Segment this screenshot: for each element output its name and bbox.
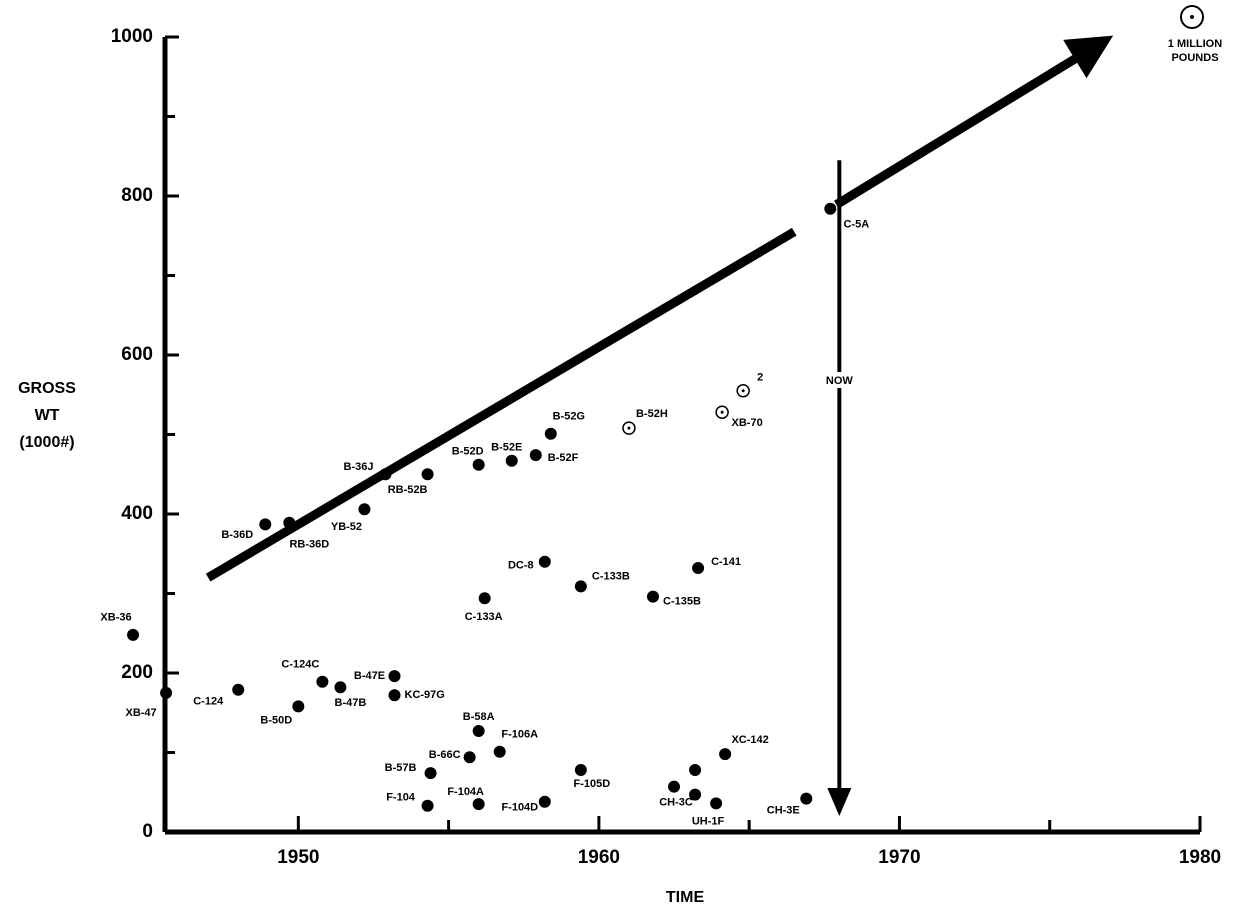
- point-label: B-50D: [260, 714, 292, 726]
- data-point: [464, 751, 476, 763]
- point-label: B-52E: [491, 442, 522, 454]
- point-label: F-104A: [447, 786, 484, 798]
- point-label: B-57B: [385, 762, 417, 774]
- trend-line: [208, 232, 794, 578]
- point-label: XB-47: [125, 707, 156, 719]
- point-label: F-104D: [501, 802, 538, 814]
- chart: TIME GROSS WT (1000#) 1 MILLION POUNDS 0…: [0, 0, 1238, 907]
- now-label: NOW: [826, 375, 854, 387]
- point-label: RB-36D: [289, 539, 329, 551]
- y-tick-label: 1000: [111, 26, 153, 47]
- point-label: XC-142: [731, 734, 768, 746]
- point-label: C-124C: [281, 659, 319, 671]
- data-point: [425, 767, 437, 779]
- data-point: [647, 591, 659, 603]
- point-label: B-66C: [429, 749, 461, 761]
- data-point-dot: [721, 411, 724, 414]
- y-tick-label: 0: [142, 821, 153, 842]
- point-label: DC-8: [508, 560, 534, 572]
- note-marker-dot: [1190, 15, 1194, 19]
- data-point: [539, 556, 551, 568]
- data-point: [358, 503, 370, 515]
- y-axis-label: WT: [35, 407, 60, 424]
- point-label: B-58A: [463, 711, 495, 723]
- data-point: [692, 562, 704, 574]
- data-point: [422, 800, 434, 812]
- data-point: [539, 796, 551, 808]
- x-tick-label: 1950: [277, 847, 319, 868]
- data-point: [127, 629, 139, 641]
- point-label: XB-36: [100, 612, 131, 624]
- note: POUNDS: [1171, 52, 1218, 64]
- x-tick-label: 1960: [578, 847, 620, 868]
- y-axis-label: GROSS: [18, 380, 76, 397]
- data-point: [334, 681, 346, 693]
- point-label: KC-97G: [405, 689, 445, 701]
- point-label: B-52G: [553, 411, 585, 423]
- data-point-dot: [742, 389, 745, 392]
- point-label: B-47B: [335, 697, 367, 709]
- point-label: C-135B: [663, 596, 701, 608]
- point-label: C-5A: [843, 219, 869, 231]
- data-point: [379, 468, 391, 480]
- data-point: [422, 468, 434, 480]
- point-label: CH-3E: [767, 805, 800, 817]
- y-tick-label: 400: [121, 503, 153, 524]
- point-label: C-141: [711, 556, 741, 568]
- data-point: [494, 746, 506, 758]
- data-point: [160, 687, 172, 699]
- data-point: [710, 797, 722, 809]
- point-label: C-133A: [465, 611, 503, 623]
- x-axis-label: TIME: [666, 889, 705, 906]
- y-axis-label: (1000#): [19, 434, 74, 451]
- point-label: C-124: [193, 696, 224, 708]
- data-point: [824, 203, 836, 215]
- data-point: [575, 580, 587, 592]
- point-label: RB-52B: [388, 484, 428, 496]
- point-label: F-104: [386, 792, 416, 804]
- point-label: B-52H: [636, 408, 668, 420]
- data-point: [259, 518, 271, 530]
- point-label: B-52D: [452, 446, 484, 458]
- point-label: YB-52: [331, 521, 362, 533]
- point-label: F-105D: [574, 778, 611, 790]
- data-point: [283, 517, 295, 529]
- data-point: [800, 793, 812, 805]
- point-label: B-36D: [221, 529, 253, 541]
- data-point: [232, 684, 244, 696]
- data-point: [545, 428, 557, 440]
- data-point: [719, 748, 731, 760]
- point-label: 2: [757, 372, 763, 384]
- point-label: XB-70: [732, 417, 763, 429]
- data-point: [506, 455, 518, 467]
- note: 1 MILLION: [1168, 38, 1222, 50]
- data-point: [689, 789, 701, 801]
- data-point: [473, 459, 485, 471]
- data-point-dot: [627, 427, 630, 430]
- data-point: [689, 764, 701, 776]
- point-label: B-36J: [344, 461, 374, 473]
- data-point: [530, 449, 542, 461]
- y-tick-label: 200: [121, 662, 153, 683]
- point-label: UH-1F: [692, 816, 725, 828]
- data-point: [575, 764, 587, 776]
- x-tick-label: 1980: [1179, 847, 1221, 868]
- y-tick-label: 600: [121, 344, 153, 365]
- data-point: [389, 670, 401, 682]
- data-point: [316, 676, 328, 688]
- point-label: B-47E: [354, 670, 385, 682]
- x-tick-label: 1970: [878, 847, 920, 868]
- trend-line: [836, 45, 1097, 205]
- data-point: [473, 798, 485, 810]
- data-point: [292, 700, 304, 712]
- point-label: F-106A: [501, 729, 538, 741]
- data-point: [473, 725, 485, 737]
- y-tick-label: 800: [121, 185, 153, 206]
- data-point: [479, 592, 491, 604]
- point-label: CH-3C: [659, 797, 693, 809]
- point-label: C-133B: [592, 570, 630, 582]
- data-point: [668, 781, 680, 793]
- point-label: B-52F: [548, 452, 579, 464]
- data-point: [389, 689, 401, 701]
